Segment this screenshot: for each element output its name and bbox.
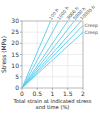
y-tick xyxy=(20,43,22,44)
series-line xyxy=(22,21,81,88)
y-tick-label: 5 xyxy=(15,73,19,80)
plot-frame xyxy=(22,21,83,88)
series-line xyxy=(22,21,59,88)
y-tick-label: 30 xyxy=(11,17,19,24)
series-line xyxy=(22,21,68,88)
x-tick-label: 2 xyxy=(81,90,85,97)
x-tick-label: 1.5 xyxy=(63,90,73,97)
y-tick xyxy=(20,76,22,77)
series-line xyxy=(22,21,51,88)
x-tick-label: 0 xyxy=(20,90,24,97)
series-label: Creep xyxy=(85,30,98,35)
chart: 00.511.52051015202530100 h1000 h3000 h50… xyxy=(0,0,100,114)
series-label: Creep xyxy=(85,23,98,28)
series-line xyxy=(22,32,83,88)
y-axis-label: Stress (MPa) xyxy=(0,36,7,73)
y-tick-label: 0 xyxy=(15,84,19,91)
lines xyxy=(22,21,83,88)
x-axis-label-line: and time (%) xyxy=(36,104,70,110)
x-tick-label: 1 xyxy=(51,90,55,97)
y-tick xyxy=(20,21,22,22)
y-grid-line xyxy=(22,54,83,55)
y-tick xyxy=(20,32,22,33)
grid xyxy=(22,21,83,88)
y-tick xyxy=(20,54,22,55)
x-tick-label: 0.5 xyxy=(32,90,42,97)
x-axis-label: Total strain at indicated stressand time… xyxy=(12,98,91,110)
series-line xyxy=(22,21,74,88)
y-tick xyxy=(20,65,22,66)
y-tick-label: 25 xyxy=(11,28,19,35)
series-line xyxy=(22,25,83,88)
y-tick-label: 10 xyxy=(11,62,19,69)
y-tick-label: 15 xyxy=(11,51,19,58)
series-label: 10000 h xyxy=(79,4,96,20)
y-tick-label: 20 xyxy=(11,39,19,46)
y-tick xyxy=(20,88,22,89)
